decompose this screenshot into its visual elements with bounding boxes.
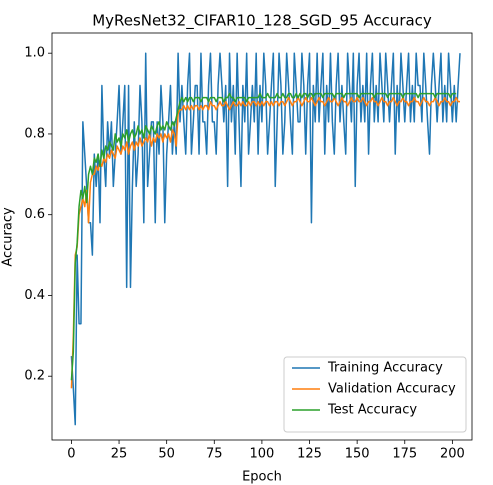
x-tick-label: 150 xyxy=(345,447,370,462)
x-tick-label: 100 xyxy=(249,447,274,462)
chart-title: MyResNet32_CIFAR10_128_SGD_95 Accuracy xyxy=(92,12,432,31)
x-tick-label: 0 xyxy=(67,447,75,462)
x-tick-label: 175 xyxy=(392,447,417,462)
series-line xyxy=(70,92,457,381)
y-tick-label: 0.8 xyxy=(24,126,45,141)
x-tick-label: 75 xyxy=(206,447,223,462)
y-tick-label: 1.0 xyxy=(24,46,45,61)
legend-label: Test Accuracy xyxy=(327,403,417,418)
x-tick-label: 200 xyxy=(440,447,465,462)
x-tick-label: 50 xyxy=(158,447,175,462)
series-line xyxy=(70,52,461,426)
y-tick-label: 0.4 xyxy=(24,288,45,303)
x-tick-label: 25 xyxy=(111,447,128,462)
legend-box xyxy=(283,356,467,433)
y-tick-label: 0.2 xyxy=(24,369,45,384)
x-axis-label: Epoch xyxy=(242,470,282,485)
x-tick-label: 125 xyxy=(297,447,322,462)
legend-label: Validation Accuracy xyxy=(328,382,456,397)
y-tick-label: 0.6 xyxy=(24,207,45,222)
legend-label: Training Accuracy xyxy=(327,361,443,376)
series-line xyxy=(70,96,460,389)
plot-frame xyxy=(51,32,473,441)
y-axis-label: Accuracy xyxy=(1,207,16,267)
